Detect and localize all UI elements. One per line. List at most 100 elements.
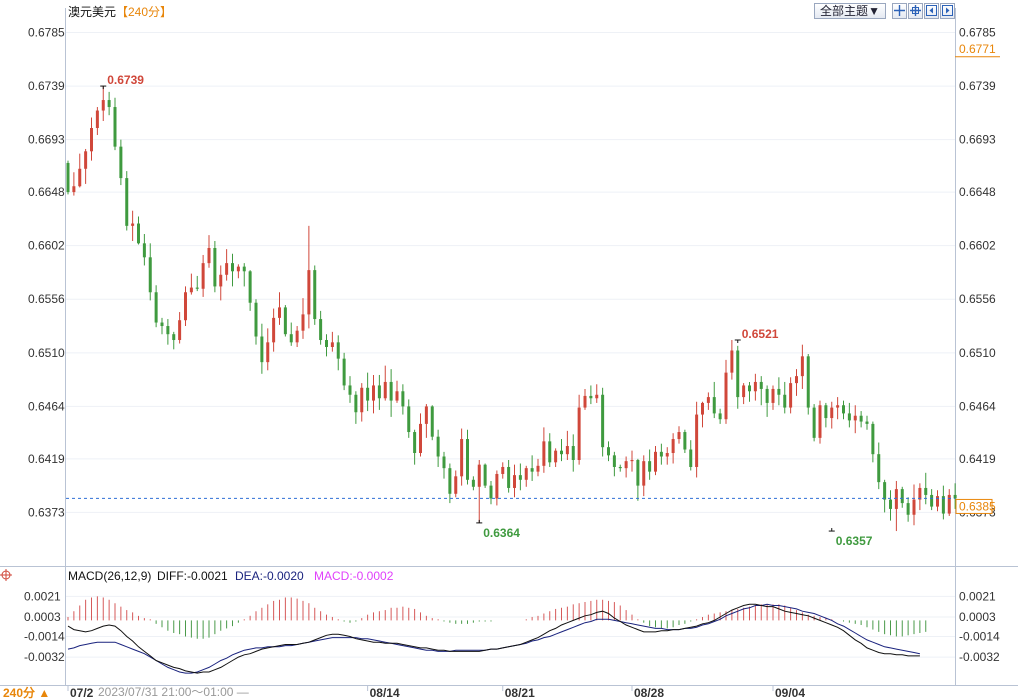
candle bbox=[407, 399, 411, 438]
candle-body bbox=[325, 340, 328, 348]
candle-body bbox=[648, 461, 652, 472]
candle-body bbox=[72, 186, 76, 193]
candle bbox=[360, 383, 364, 422]
candle-body bbox=[395, 391, 399, 401]
candle bbox=[207, 235, 211, 268]
theme-dropdown[interactable]: 全部主题▼ bbox=[814, 3, 886, 19]
candle bbox=[936, 490, 939, 512]
candle bbox=[166, 319, 170, 345]
candle bbox=[483, 463, 487, 488]
candle bbox=[283, 305, 287, 337]
candle bbox=[730, 340, 734, 380]
candle-body bbox=[372, 385, 375, 401]
candle bbox=[142, 234, 146, 266]
candle-body bbox=[742, 385, 746, 398]
date-label: 09/04 bbox=[775, 686, 805, 700]
candle-body bbox=[377, 385, 381, 399]
candle-body bbox=[189, 287, 193, 293]
candle bbox=[624, 456, 628, 478]
candle bbox=[66, 160, 70, 195]
candle bbox=[683, 429, 687, 454]
candle-body bbox=[571, 446, 575, 460]
candle-body bbox=[800, 356, 804, 377]
candle-body bbox=[847, 413, 851, 421]
price-tick-label-right: 0.6464 bbox=[959, 399, 996, 413]
candle bbox=[818, 400, 822, 444]
candle bbox=[677, 426, 681, 444]
candle bbox=[436, 429, 440, 467]
zoom-out-icon[interactable] bbox=[908, 3, 923, 19]
candle bbox=[947, 489, 951, 516]
candle bbox=[583, 388, 587, 410]
candle-body bbox=[689, 449, 693, 467]
candle bbox=[178, 312, 182, 344]
price-tick-label-right: 0.6739 bbox=[959, 79, 996, 93]
candle-body bbox=[419, 423, 422, 454]
candle bbox=[336, 335, 340, 371]
candle bbox=[377, 374, 381, 410]
candle-body bbox=[466, 439, 469, 480]
candle bbox=[495, 470, 499, 506]
candle-body bbox=[712, 397, 716, 414]
candle-body bbox=[889, 499, 892, 509]
candle bbox=[231, 253, 234, 287]
candle-body bbox=[671, 439, 675, 454]
date-label: 07/2 bbox=[70, 686, 94, 700]
candle-body bbox=[107, 100, 111, 108]
candle-body bbox=[730, 350, 734, 373]
candle-body bbox=[283, 307, 287, 335]
candle-body bbox=[736, 350, 740, 398]
candle-body bbox=[930, 494, 934, 507]
candle-body bbox=[195, 287, 199, 289]
candle bbox=[771, 385, 775, 410]
candle bbox=[894, 480, 898, 532]
macd-crosshair-icon[interactable] bbox=[0, 569, 12, 581]
macd-tick-label-left: -0.0014 bbox=[24, 629, 65, 643]
period-selector[interactable]: 240分 ▲ bbox=[3, 685, 50, 700]
candle bbox=[524, 465, 528, 487]
candle bbox=[219, 265, 223, 301]
scroll-right-icon[interactable] bbox=[940, 3, 955, 19]
candle-body bbox=[236, 266, 240, 272]
candle-body bbox=[865, 421, 869, 424]
candle bbox=[225, 249, 229, 281]
candle-body bbox=[90, 128, 93, 152]
candle bbox=[706, 392, 710, 410]
macd-dea-label: DEA:-0.0020 bbox=[235, 569, 304, 583]
candle bbox=[953, 483, 957, 509]
candle bbox=[260, 323, 264, 374]
candle-body bbox=[160, 322, 164, 327]
candle bbox=[172, 331, 176, 350]
candle bbox=[424, 404, 428, 438]
price-tick-label-left: 0.6602 bbox=[28, 239, 65, 253]
candle bbox=[871, 421, 875, 463]
candle bbox=[189, 273, 193, 295]
scroll-left-icon[interactable] bbox=[924, 3, 939, 19]
candle bbox=[689, 440, 693, 471]
zoom-in-icon[interactable] bbox=[892, 3, 907, 19]
candle bbox=[607, 441, 610, 462]
candle-body bbox=[166, 326, 170, 335]
candle bbox=[518, 463, 522, 491]
candle-body bbox=[607, 447, 610, 456]
candle bbox=[401, 384, 405, 415]
candle-body bbox=[401, 391, 405, 407]
candle bbox=[107, 91, 111, 116]
candle-body bbox=[795, 376, 798, 384]
candle bbox=[119, 139, 123, 186]
candle bbox=[800, 344, 804, 389]
candle bbox=[348, 376, 352, 403]
candle-body bbox=[536, 465, 540, 472]
low-annotation-label: 0.6364 bbox=[483, 526, 520, 540]
price-tick-label-right: 0.6419 bbox=[959, 452, 996, 466]
price-tick-label-left: 0.6464 bbox=[28, 399, 65, 413]
candle bbox=[636, 458, 640, 501]
macd-tick-label-right: 0.0003 bbox=[959, 610, 996, 624]
candle-body bbox=[101, 100, 105, 111]
candle-body bbox=[753, 381, 757, 392]
candle-body bbox=[630, 459, 634, 462]
candle-body bbox=[442, 456, 446, 469]
candle bbox=[137, 216, 140, 245]
candle bbox=[930, 489, 934, 511]
